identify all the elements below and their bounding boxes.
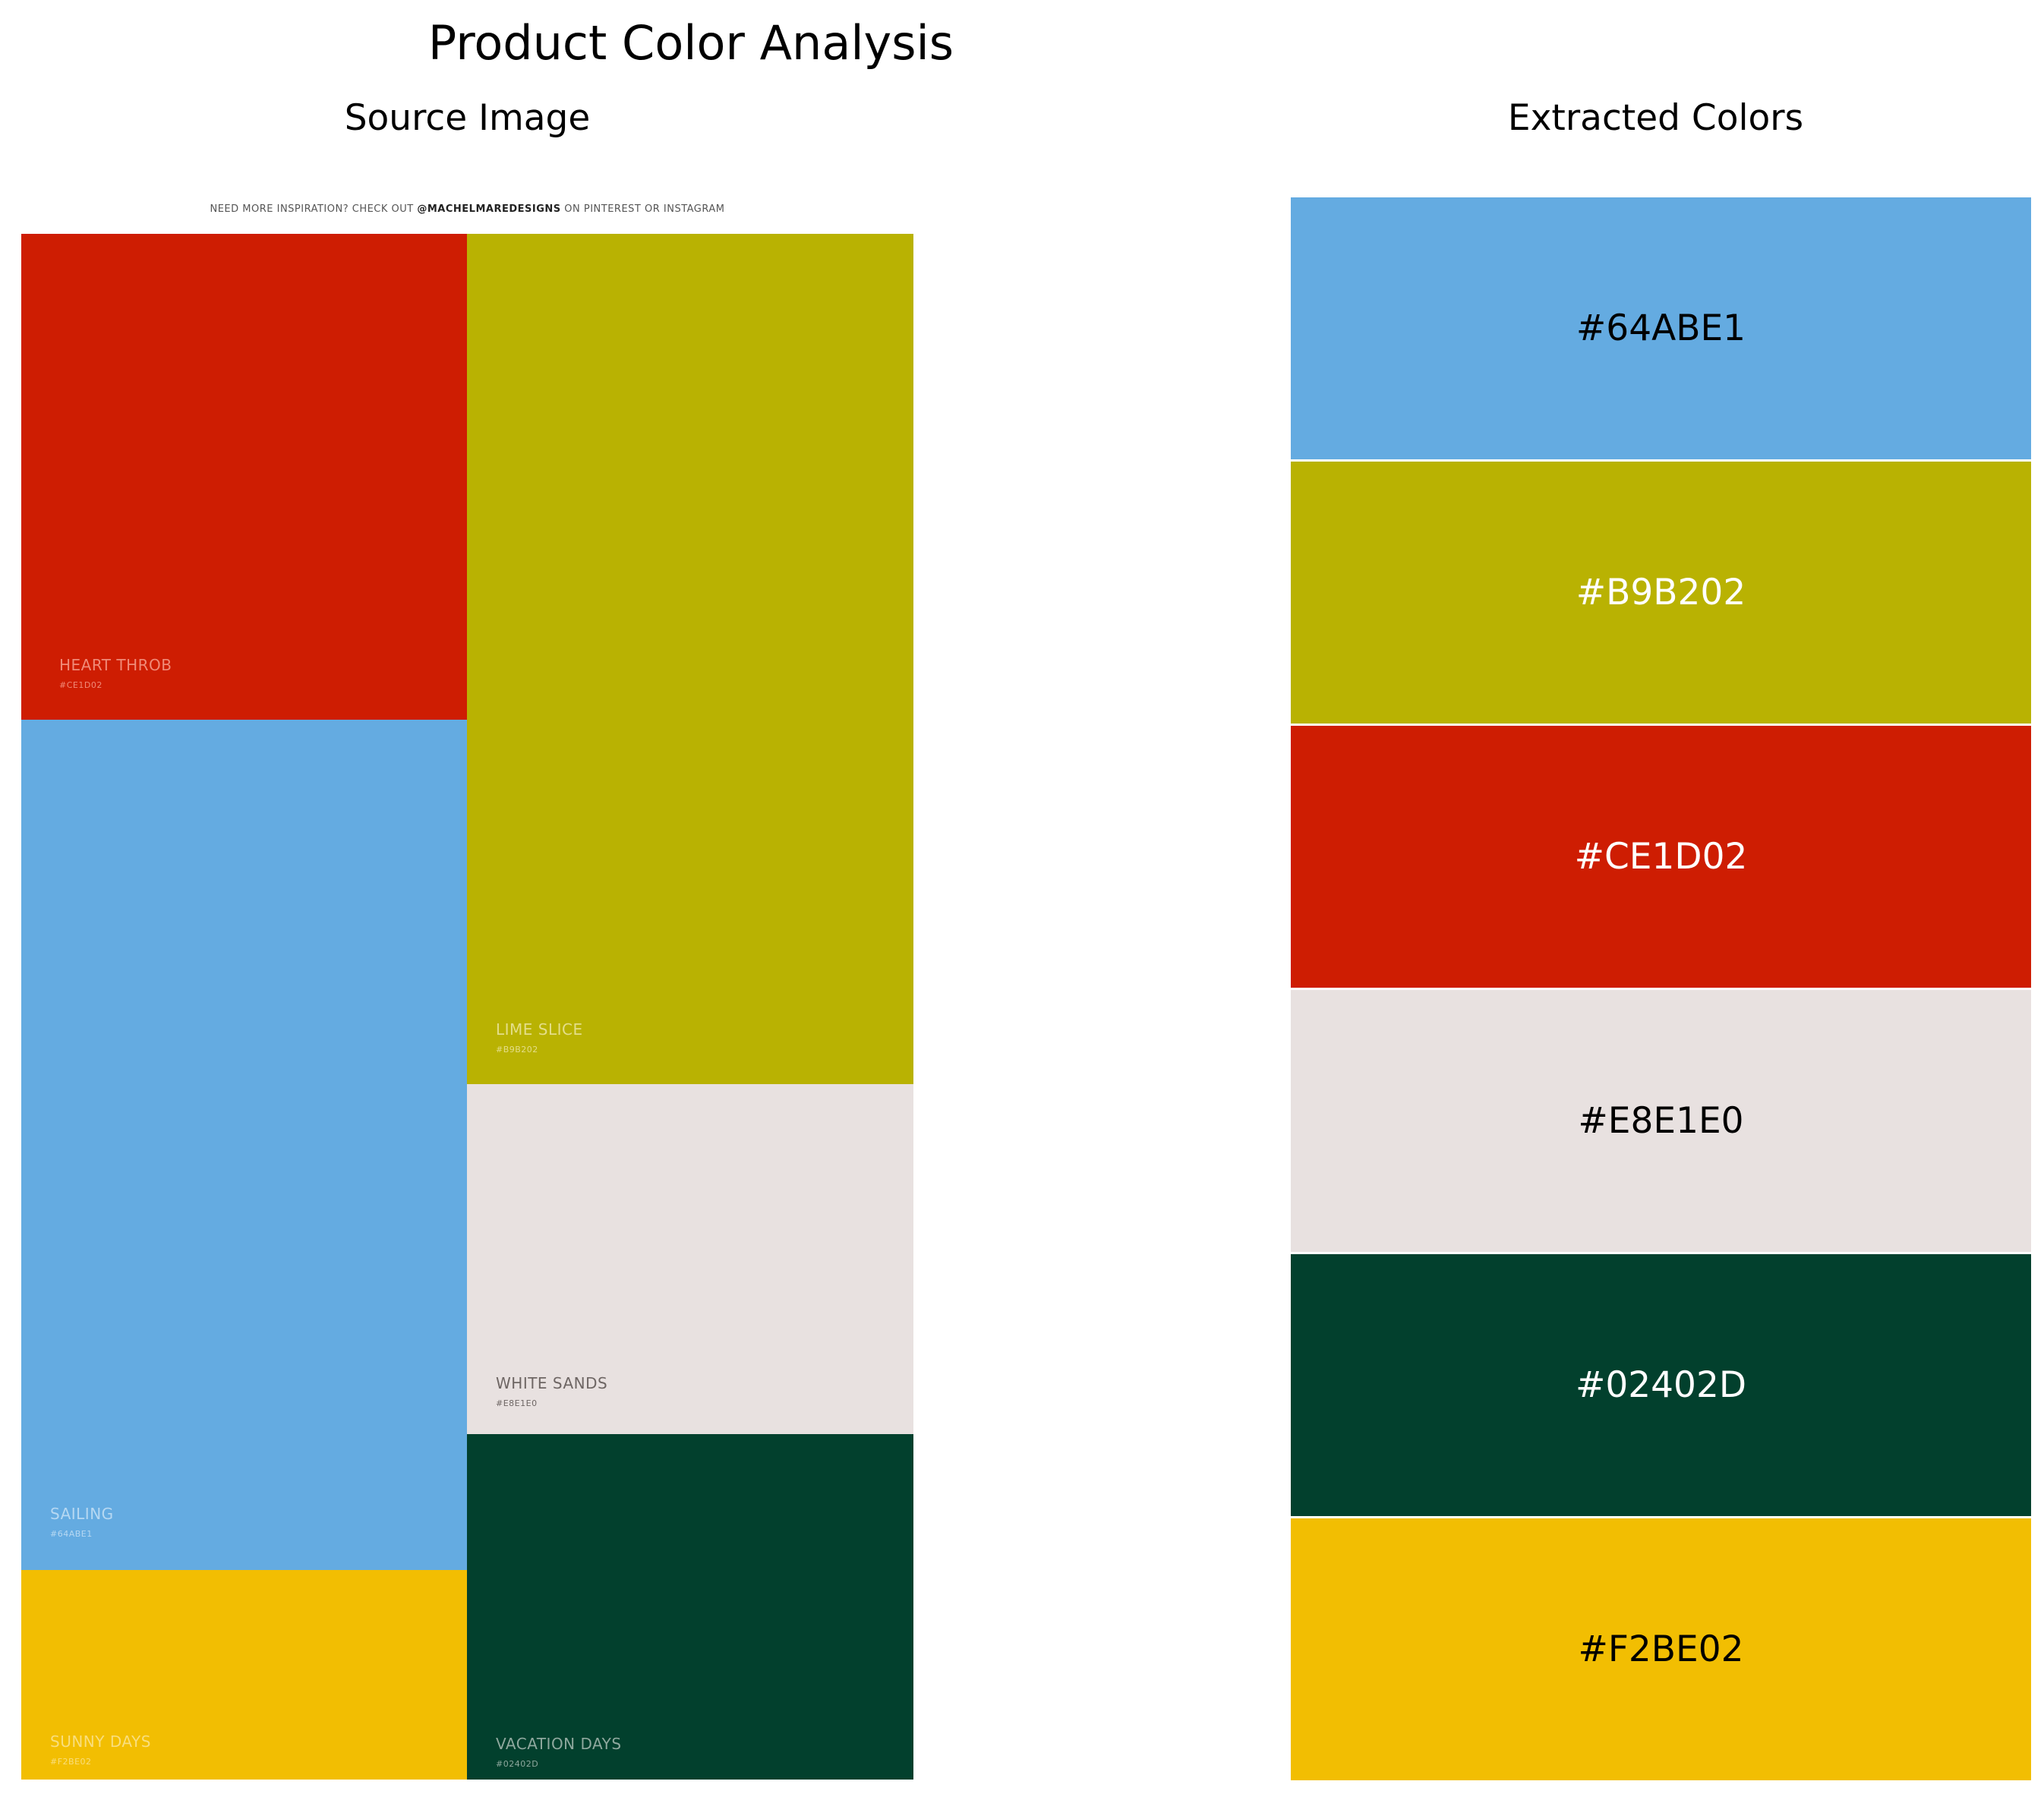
color-swatch: #02402D	[1291, 1254, 2031, 1516]
color-swatch: #CE1D02	[1291, 726, 2031, 988]
source-block-sailing: SAILING #64ABE1	[21, 720, 467, 1570]
source-image-title: Source Image	[344, 97, 591, 139]
block-name: LIME SLICE	[496, 1020, 583, 1039]
block-code: #64ABE1	[50, 1529, 93, 1539]
color-swatch-label: #E8E1E0	[1578, 1100, 1744, 1142]
figure-title: Product Color Analysis	[427, 15, 954, 71]
block-name: VACATION DAYS	[496, 1735, 622, 1753]
color-swatch-label: #02402D	[1575, 1364, 1747, 1406]
source-block-vacation-days: VACATION DAYS #02402D	[467, 1434, 913, 1780]
block-name: SAILING	[50, 1505, 114, 1523]
source-block-white-sands: WHITE SANDS #E8E1E0	[467, 1084, 913, 1434]
block-name: HEART THROB	[59, 656, 172, 674]
block-code: #E8E1E0	[496, 1398, 538, 1408]
banner-handle: @MACHELMAREDESIGNS	[417, 203, 561, 215]
source-banner: NEED MORE INSPIRATION? CHECK OUT @MACHEL…	[21, 203, 913, 215]
color-swatch-label: #CE1D02	[1574, 836, 1748, 878]
block-code: #CE1D02	[59, 680, 103, 690]
color-swatch: #B9B202	[1291, 462, 2031, 724]
source-image: NEED MORE INSPIRATION? CHECK OUT @MACHEL…	[21, 193, 913, 1780]
block-code: #B9B202	[496, 1045, 538, 1055]
source-block-heart-throb: HEART THROB #CE1D02	[21, 234, 467, 720]
source-block-sunny-days: SUNNY DAYS #F2BE02	[21, 1570, 467, 1780]
block-name: SUNNY DAYS	[50, 1732, 151, 1751]
source-block-lime-slice: LIME SLICE #B9B202	[467, 234, 913, 1084]
color-swatch: #F2BE02	[1291, 1518, 2031, 1780]
color-swatch-label: #B9B202	[1576, 572, 1746, 613]
extracted-colors-title: Extracted Colors	[1507, 97, 1804, 139]
block-code: #F2BE02	[50, 1757, 92, 1767]
color-swatch: #64ABE1	[1291, 197, 2031, 459]
extracted-colors-swatches: #64ABE1 #B9B202 #CE1D02 #E8E1E0 #02402D #F2BE…	[1291, 197, 2031, 1780]
color-swatch: #E8E1E0	[1291, 990, 2031, 1252]
block-code: #02402D	[496, 1759, 539, 1769]
color-swatch-label: #F2BE02	[1578, 1628, 1744, 1670]
banner-prefix: NEED MORE INSPIRATION? CHECK OUT	[210, 203, 414, 215]
block-name: WHITE SANDS	[496, 1374, 608, 1392]
banner-suffix: ON PINTEREST OR INSTAGRAM	[564, 203, 725, 215]
color-swatch-label: #64ABE1	[1576, 307, 1746, 349]
